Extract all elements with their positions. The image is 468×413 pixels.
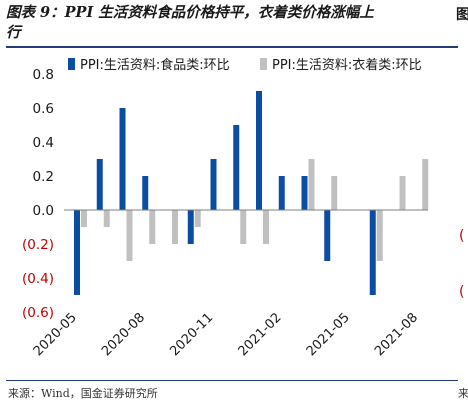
bar-clothing — [194, 210, 201, 227]
y-tick-label: 0.0 — [33, 203, 54, 219]
bar-food — [233, 125, 240, 210]
clipped-neighbor-axis-label: ( — [459, 284, 465, 300]
y-tick-label: 0.2 — [33, 169, 54, 185]
bar-clothing — [263, 210, 269, 244]
bar-food — [369, 210, 376, 295]
legend-swatch — [68, 58, 75, 70]
bar-food — [210, 159, 217, 210]
y-tick-label: 0.6 — [33, 101, 54, 117]
bars — [64, 91, 429, 295]
bar-food — [278, 176, 285, 210]
chart-title-line-1: 图表 9：PPI 生活资料食品价格持平，衣着类价格涨幅上 — [6, 4, 374, 21]
legend-label: PPI:生活资料:食品类:环比 — [80, 57, 230, 73]
x-axis: 2020-05 2020-08 2020-11 2021-02 2021-05 2021-… — [31, 310, 421, 359]
bar-clothing — [422, 159, 429, 210]
legend-swatch — [260, 58, 267, 70]
legend-label: PPI:生活资料:衣着类:环比 — [272, 57, 422, 73]
bar-food — [74, 210, 80, 295]
bar-clothing — [172, 210, 178, 244]
bar-food — [301, 176, 308, 210]
bar-clothing — [240, 210, 247, 244]
bar-clothing — [149, 210, 156, 244]
bar-clothing — [308, 159, 315, 210]
clipped-neighbor-axis-label: ( — [459, 228, 465, 244]
bar-clothing — [126, 210, 133, 261]
y-tick-label: (0.6) — [22, 305, 54, 321]
y-tick-label: 0.4 — [33, 135, 54, 151]
source-divider — [6, 380, 458, 381]
bar-food — [187, 210, 194, 244]
y-tick-label: (0.2) — [22, 237, 54, 253]
bar-clothing — [376, 210, 383, 261]
bar-food — [119, 108, 126, 210]
bar-food — [96, 159, 103, 210]
chart-title: 图表 9：PPI 生活资料食品价格持平，衣着类价格涨幅上 行 — [6, 3, 454, 43]
bar-food — [256, 91, 262, 210]
bar-chart: PPI:生活资料:食品类:环比 PPI:生活资料:衣着类:环比 0.8 0.6 0.4… — [22, 57, 429, 359]
bar-clothing — [103, 210, 110, 227]
clipped-neighbor-title: 图 — [456, 7, 468, 23]
legend: PPI:生活资料:食品类:环比 PPI:生活资料:衣着类:环比 — [68, 57, 422, 73]
bar-food — [324, 210, 331, 261]
source-note: 来源：Wind，国金证券研究所 — [8, 387, 158, 400]
x-tick-label: 2021-08 — [372, 310, 421, 359]
clipped-neighbor-source: 来 — [458, 387, 468, 400]
title-divider — [6, 46, 458, 48]
bar-food — [142, 176, 149, 210]
x-tick-label: 2021-02 — [236, 310, 285, 359]
y-tick-label: 0.8 — [33, 67, 54, 83]
bar-clothing — [331, 176, 338, 210]
y-tick-label: (0.4) — [22, 271, 54, 287]
x-tick-label: 2021-05 — [304, 310, 353, 359]
chart-title-line-2: 行 — [6, 24, 21, 41]
x-tick-label: 2020-08 — [99, 310, 148, 359]
y-axis: 0.8 0.6 0.4 0.2 0.0 (0.2) (0.4) (0.6) — [22, 67, 54, 321]
x-tick-label: 2020-11 — [167, 310, 216, 359]
bar-clothing — [81, 210, 87, 227]
bar-clothing — [399, 176, 406, 210]
